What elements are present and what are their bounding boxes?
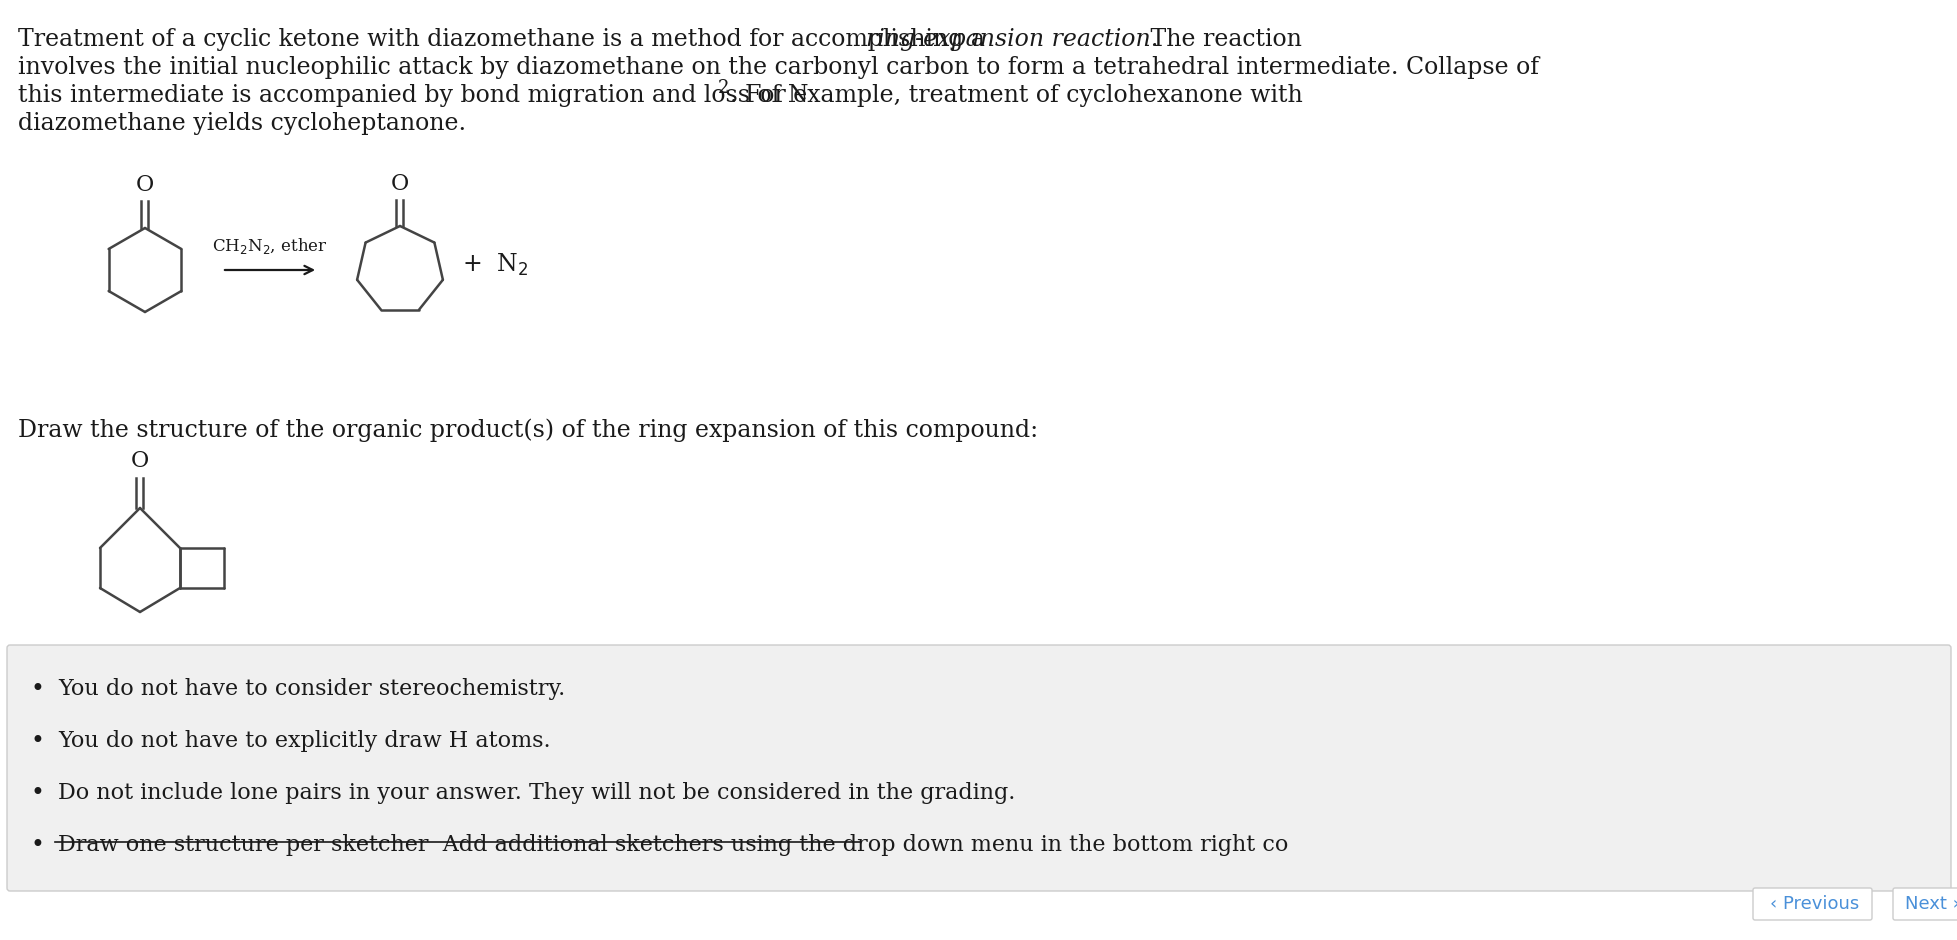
Text: •: •	[29, 730, 43, 753]
Text: •: •	[29, 782, 43, 805]
FancyBboxPatch shape	[1892, 888, 1957, 920]
Text: O: O	[391, 173, 409, 195]
Text: CH$_2$N$_2$, ether: CH$_2$N$_2$, ether	[211, 236, 327, 256]
Text: Do not include lone pairs in your answer. They will not be considered in the gra: Do not include lone pairs in your answer…	[59, 782, 1016, 804]
Text: Next ›: Next ›	[1904, 895, 1957, 913]
Text: Treatment of a cyclic ketone with diazomethane is a method for accomplishing a: Treatment of a cyclic ketone with diazom…	[18, 28, 992, 51]
Text: You do not have to explicitly draw H atoms.: You do not have to explicitly draw H ato…	[59, 730, 550, 752]
Text: $+$  N$_2$: $+$ N$_2$	[462, 252, 528, 278]
Text: O: O	[135, 174, 155, 196]
Text: •: •	[29, 834, 43, 857]
Text: •: •	[29, 678, 43, 701]
FancyBboxPatch shape	[1752, 888, 1871, 920]
FancyBboxPatch shape	[8, 645, 1949, 891]
Text: The reaction: The reaction	[1143, 28, 1301, 51]
Text: You do not have to consider stereochemistry.: You do not have to consider stereochemis…	[59, 678, 566, 700]
Text: Draw one structure per sketcher  Add additional sketchers using the drop down me: Draw one structure per sketcher Add addi…	[59, 834, 1288, 856]
Text: ‹ Previous: ‹ Previous	[1769, 895, 1859, 913]
Text: involves the initial nucleophilic attack by diazomethane on the carbonyl carbon : involves the initial nucleophilic attack…	[18, 56, 1538, 79]
Text: . For example, treatment of cyclohexanone with: . For example, treatment of cyclohexanon…	[730, 84, 1301, 107]
Text: O: O	[131, 450, 149, 472]
Text: diazomethane yields cycloheptanone.: diazomethane yields cycloheptanone.	[18, 112, 466, 135]
Text: this intermediate is accompanied by bond migration and loss of N: this intermediate is accompanied by bond…	[18, 84, 808, 107]
Text: ring-expansion reaction.: ring-expansion reaction.	[865, 28, 1159, 51]
Text: 2: 2	[718, 79, 730, 97]
Text: Draw the structure of the organic product(s) of the ring expansion of this compo: Draw the structure of the organic produc…	[18, 418, 1037, 442]
